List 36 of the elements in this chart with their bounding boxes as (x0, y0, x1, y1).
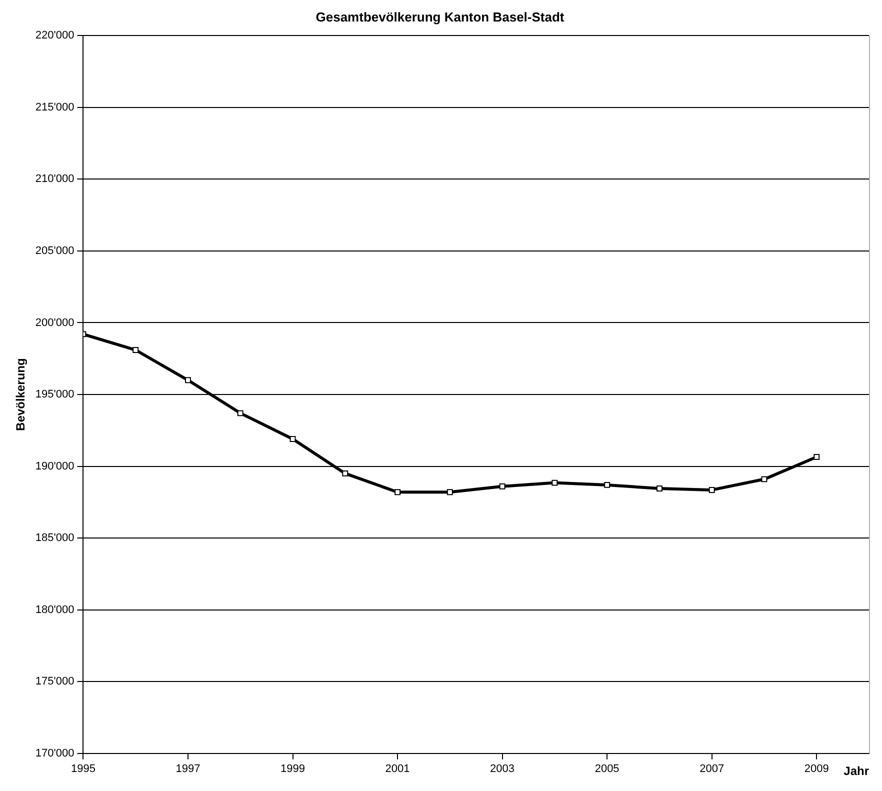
y-tick-label: 205'000 (35, 244, 74, 257)
point (446, 489, 453, 496)
point (604, 482, 610, 488)
y-tick-label: 175'000 (35, 676, 74, 688)
point (656, 486, 662, 492)
point (552, 480, 558, 486)
x-tick-label: 2009 (804, 763, 829, 776)
point (394, 489, 400, 496)
point (708, 486, 715, 493)
point (761, 476, 768, 482)
x-tick-label: 2003 (490, 763, 515, 776)
point (132, 347, 139, 353)
x-axis-title: Jahr (844, 764, 870, 778)
y-tick-label: 200'000 (35, 316, 74, 329)
y-tick-label: 170'000 (35, 747, 74, 760)
y-tick-label: 195'000 (35, 388, 74, 401)
chart-title: Gesamtbevölkerung Kanton Basel-Stadt (316, 9, 565, 24)
point (185, 377, 191, 384)
point (342, 470, 348, 476)
y-tick-label: 210'000 (35, 173, 74, 186)
y-tick-label: 190'000 (35, 460, 74, 472)
x-tick-label: 1997 (176, 763, 200, 776)
y-axis-title: Bevölkerung (14, 358, 28, 431)
y-tick-label: 220'000 (35, 30, 74, 42)
point (237, 410, 244, 416)
x-tick-label: 1995 (70, 763, 96, 776)
x-tick-label: 2001 (385, 763, 410, 776)
x-tick-label: 2005 (594, 763, 620, 776)
x-tick-label: 1999 (280, 763, 305, 776)
point (290, 436, 296, 442)
x-tick-label: 2007 (700, 763, 724, 776)
point (814, 454, 820, 460)
y-tick-label: 215'000 (35, 101, 74, 114)
y-tick-label: 185'000 (35, 532, 74, 544)
point (499, 483, 506, 490)
y-tick-label: 180'000 (35, 604, 74, 616)
